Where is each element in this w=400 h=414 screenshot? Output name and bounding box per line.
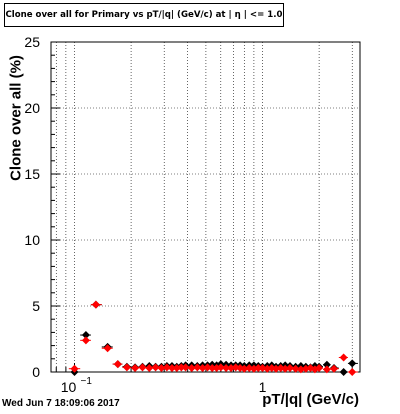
series-2-point — [254, 364, 263, 373]
series-2-point — [187, 364, 196, 373]
series-2-point — [145, 364, 154, 373]
series-2-point — [240, 364, 249, 373]
series-2-point — [339, 353, 348, 362]
series-2-point — [138, 363, 147, 372]
series-2-point — [329, 364, 338, 373]
series-2-point — [91, 300, 100, 309]
series-1-point — [322, 360, 331, 369]
series-2-point — [245, 364, 254, 373]
series-2-point — [198, 364, 207, 373]
series-2-point — [81, 336, 90, 345]
series-2-point — [177, 363, 186, 372]
series-2-point — [249, 364, 258, 373]
series-1-point — [81, 331, 90, 340]
series-2-point — [281, 364, 290, 373]
series-2-point — [103, 344, 112, 353]
y-tick-label: 10 — [24, 232, 40, 248]
series-2-point — [203, 363, 212, 372]
series-2-point — [216, 363, 225, 372]
y-tick-label: 20 — [24, 100, 40, 116]
x-axis-label: pT/|q| (GeV/c) — [262, 391, 359, 408]
y-tick-label: 0 — [32, 364, 40, 380]
y-tick-label: 15 — [24, 166, 40, 182]
series-2-point — [227, 364, 236, 373]
plot-frame — [50, 41, 361, 373]
series-2-point — [131, 364, 140, 373]
series-2-point — [301, 364, 310, 373]
y-tick-label: 25 — [24, 34, 40, 50]
series-2-point — [151, 363, 160, 372]
series-1-point — [339, 368, 348, 376]
series-2-point — [322, 365, 331, 374]
series-2-point — [272, 364, 281, 373]
y-axis-label: Clone over all (%) — [7, 55, 25, 181]
series-2-point — [315, 364, 324, 373]
series-2-point — [167, 364, 176, 373]
series-1-point — [348, 359, 357, 368]
series-2-point — [291, 364, 300, 373]
series-2-point — [348, 368, 357, 376]
timestamp: Wed Jun 7 18:09:06 2017 — [2, 398, 120, 409]
series-2-point — [208, 364, 217, 373]
series-2-point — [258, 364, 267, 373]
series-2-point — [285, 364, 294, 373]
x-tick-label: 1 — [259, 379, 267, 395]
x-tick-label-exponent: −1 — [80, 376, 92, 387]
series-2-point — [222, 364, 231, 373]
x-tick-label: 10 — [61, 379, 77, 395]
y-tick-label: 5 — [32, 298, 40, 314]
series-2-point — [113, 360, 122, 369]
series-2-point — [193, 363, 202, 372]
series-2-point — [296, 365, 305, 374]
series-2-point — [181, 363, 190, 372]
series-2-point — [122, 363, 131, 372]
chart-title: Clone over all for Primary vs pT/|q| (Ge… — [4, 3, 284, 27]
series-2-point — [70, 364, 79, 373]
series-2-point — [162, 363, 171, 372]
series-2-point — [157, 364, 166, 373]
